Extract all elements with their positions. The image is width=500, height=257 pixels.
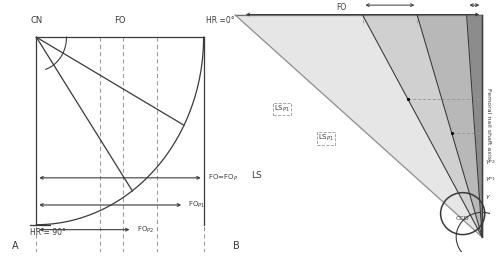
Text: FO$_{P1}$: FO$_{P1}$ (188, 200, 206, 210)
Text: FO$_{P1}$: FO$_{P1}$ (380, 0, 399, 3)
Text: $\gamma_{P1}$: $\gamma_{P1}$ (485, 175, 496, 183)
Text: $\gamma_{P2}$: $\gamma_{P2}$ (485, 158, 496, 166)
Text: CCD: CCD (456, 216, 469, 221)
Text: FO$_{P2}$: FO$_{P2}$ (136, 225, 154, 235)
Text: LS$_{P1}$: LS$_{P1}$ (274, 104, 290, 114)
Text: Femoral nail shaft axis: Femoral nail shaft axis (486, 88, 490, 159)
Text: $\gamma$: $\gamma$ (485, 192, 491, 200)
Text: FO: FO (114, 16, 126, 25)
Polygon shape (362, 15, 482, 237)
Text: LS: LS (250, 171, 262, 180)
Text: LS$_{P1}$: LS$_{P1}$ (318, 133, 334, 143)
Text: HR = 90°: HR = 90° (30, 228, 66, 237)
Text: FO=FO$_P$: FO=FO$_P$ (208, 173, 238, 183)
Text: FO$_{P2}$: FO$_{P2}$ (465, 0, 483, 3)
Polygon shape (235, 15, 482, 237)
Text: B: B (232, 241, 239, 251)
Text: CN: CN (30, 16, 42, 25)
Polygon shape (417, 15, 482, 237)
Text: A: A (12, 241, 19, 251)
Text: FO: FO (336, 3, 347, 12)
Polygon shape (466, 15, 482, 237)
Text: HR =0°: HR =0° (206, 16, 234, 25)
